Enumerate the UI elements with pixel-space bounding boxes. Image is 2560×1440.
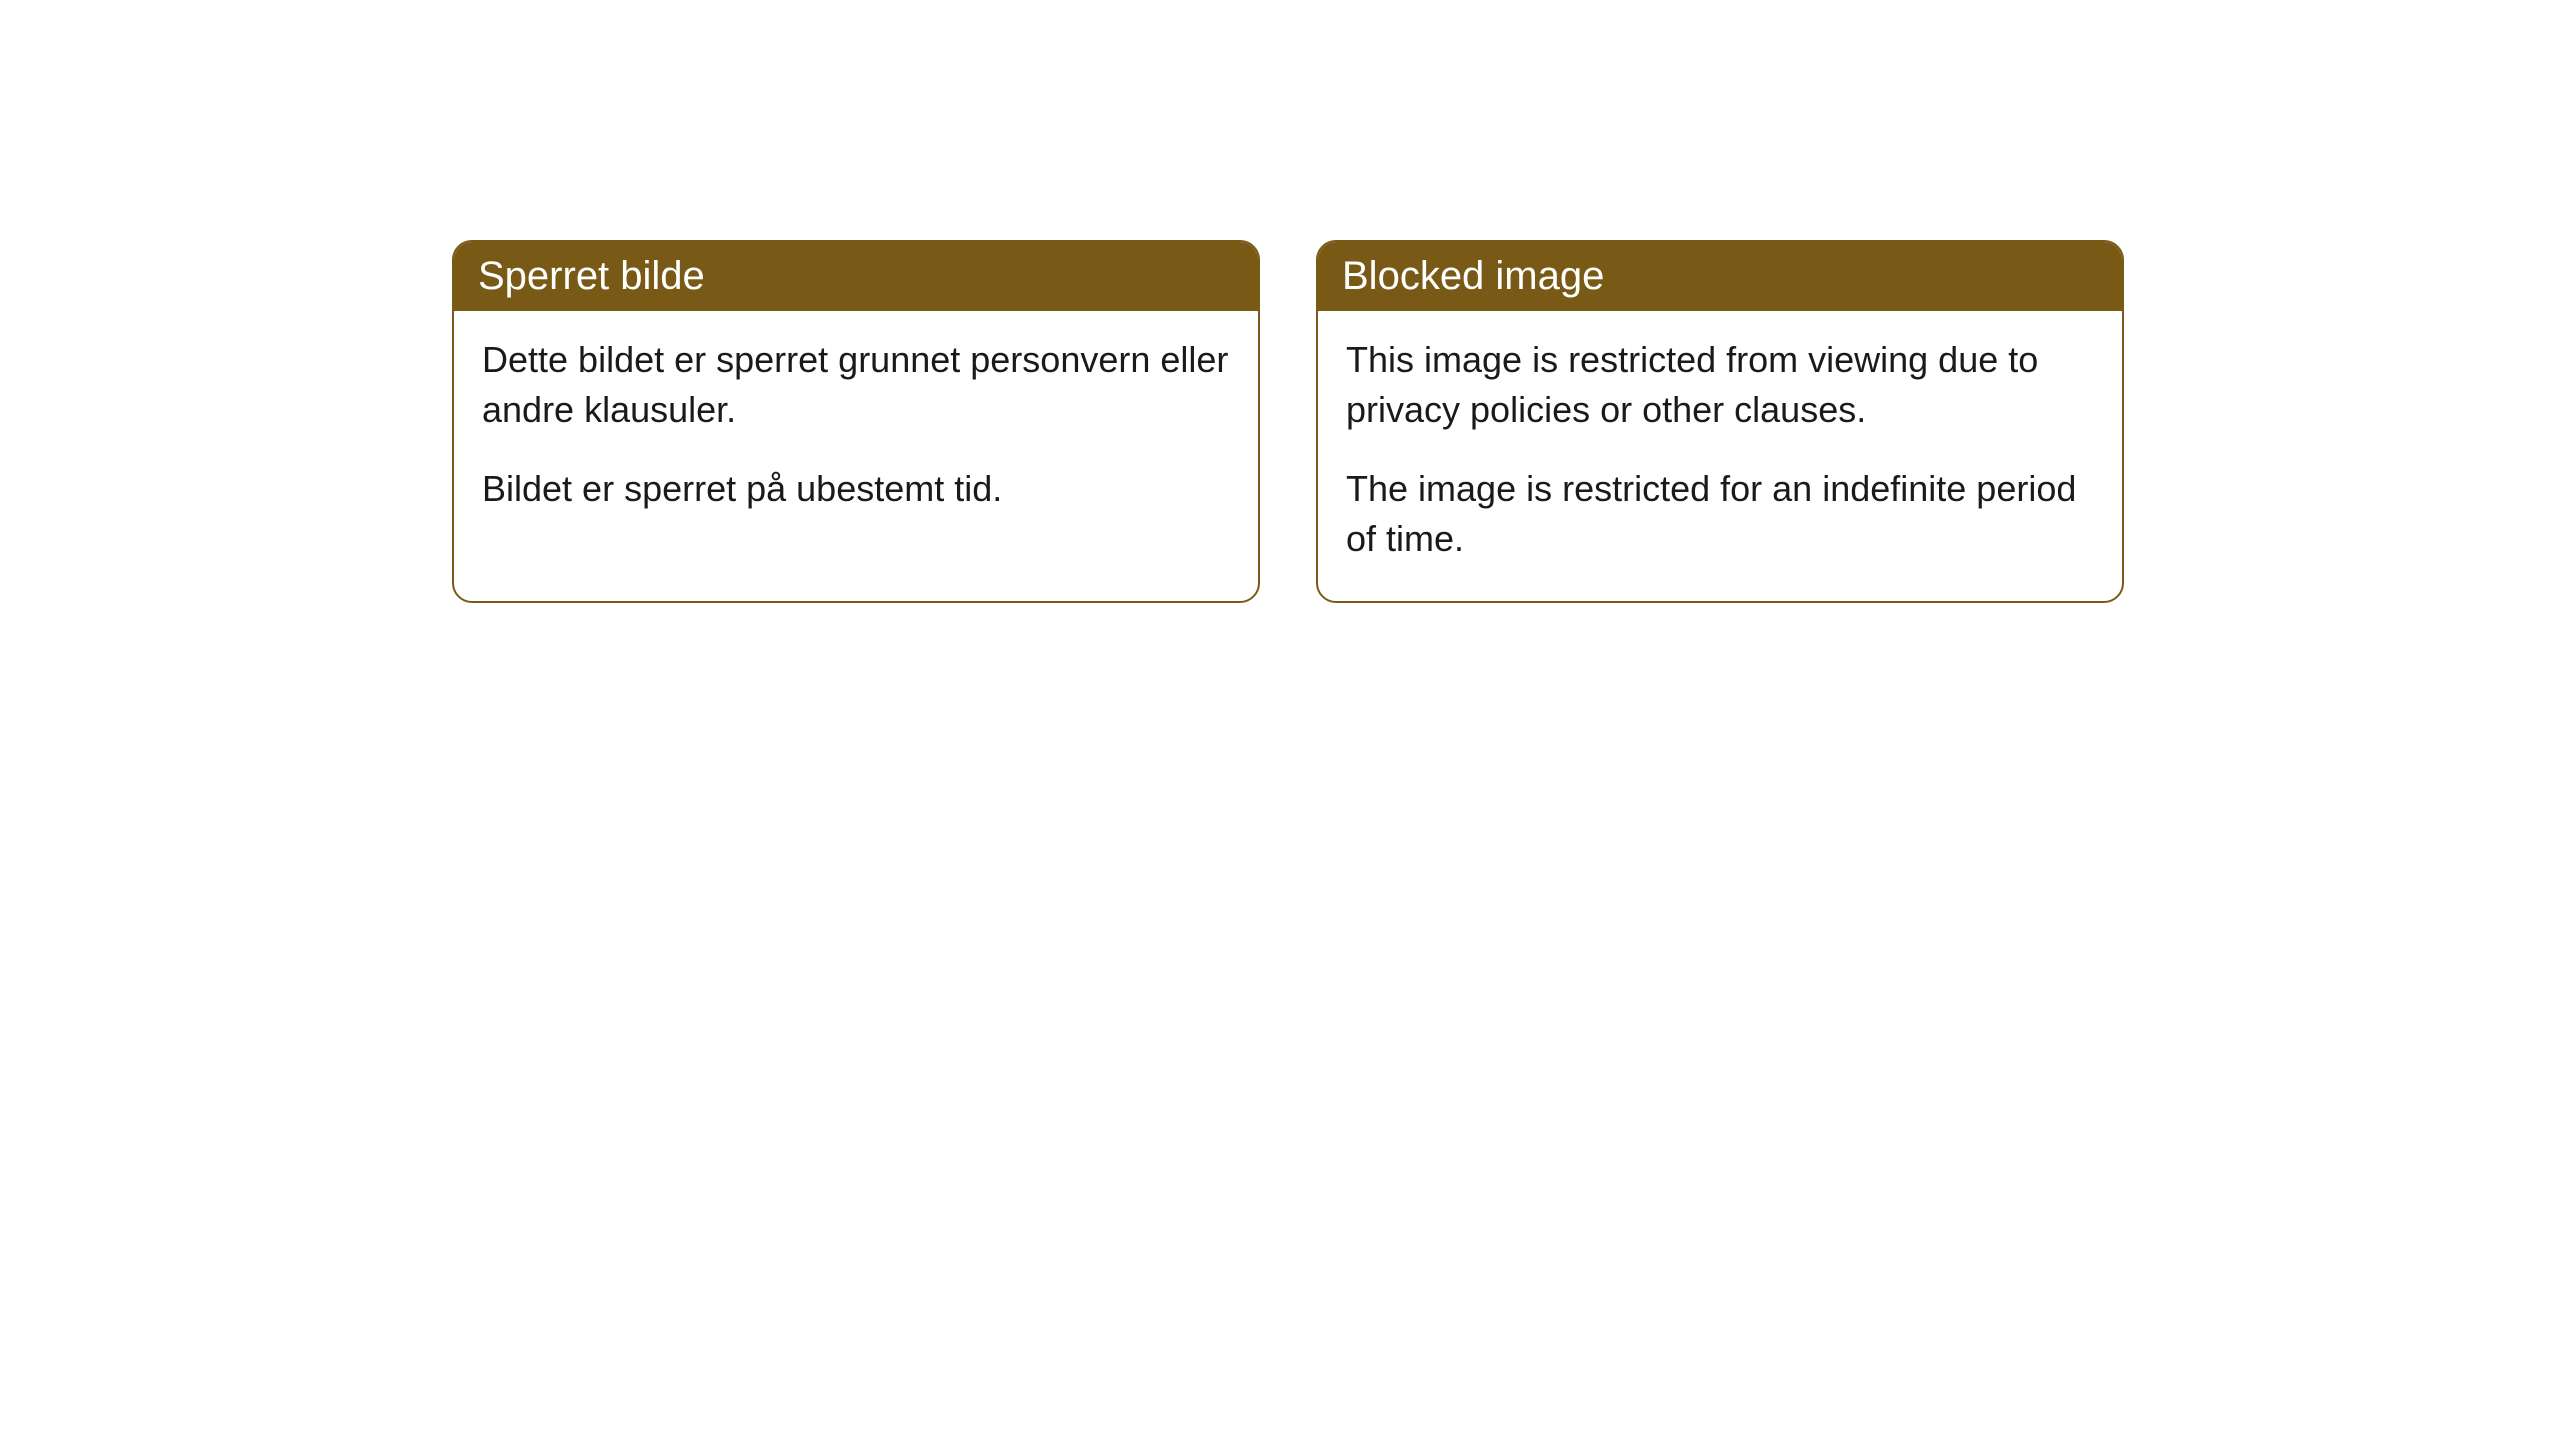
card-para2-no: Bildet er sperret på ubestemt tid.: [482, 464, 1230, 514]
card-title-no: Sperret bilde: [478, 254, 705, 298]
cards-container: Sperret bilde Dette bildet er sperret gr…: [0, 0, 2560, 603]
card-header-no: Sperret bilde: [454, 242, 1258, 311]
card-header-en: Blocked image: [1318, 242, 2122, 311]
card-body-no: Dette bildet er sperret grunnet personve…: [454, 311, 1258, 550]
card-title-en: Blocked image: [1342, 254, 1604, 298]
card-para1-en: This image is restricted from viewing du…: [1346, 335, 2094, 436]
card-para1-no: Dette bildet er sperret grunnet personve…: [482, 335, 1230, 436]
card-body-en: This image is restricted from viewing du…: [1318, 311, 2122, 601]
card-para2-en: The image is restricted for an indefinit…: [1346, 464, 2094, 565]
blocked-image-card-no: Sperret bilde Dette bildet er sperret gr…: [452, 240, 1260, 603]
blocked-image-card-en: Blocked image This image is restricted f…: [1316, 240, 2124, 603]
